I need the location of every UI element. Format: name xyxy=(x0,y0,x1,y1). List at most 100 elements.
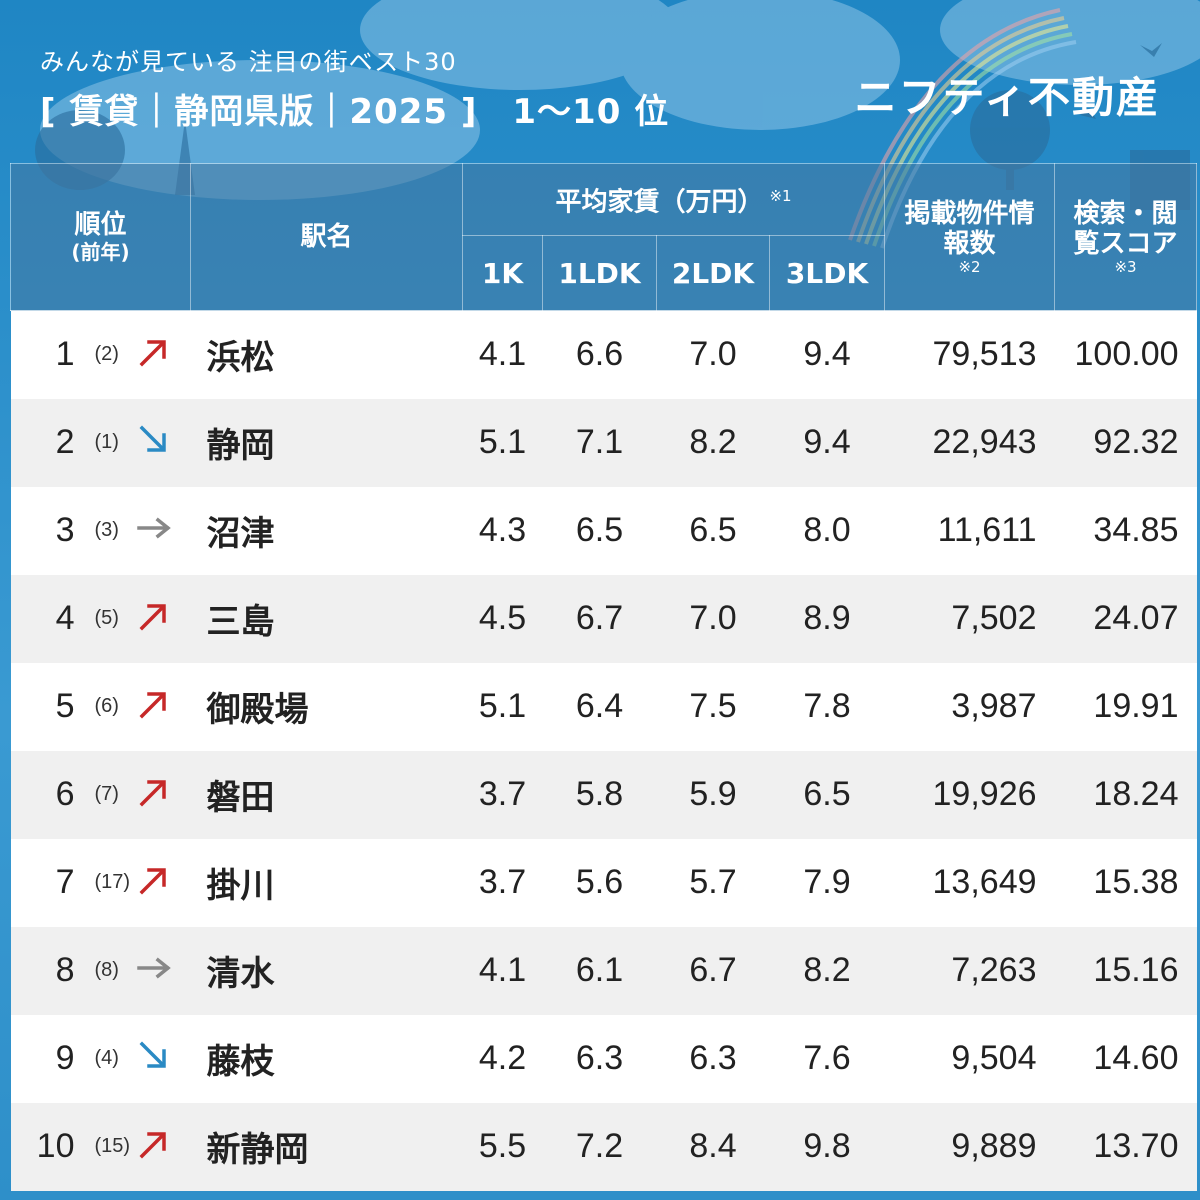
rent-1ldk-cell: 6.4 xyxy=(542,662,657,751)
header-rent-2ldk: 2LDK xyxy=(656,235,770,311)
station-name: 三島 xyxy=(190,574,463,663)
rent-1ldk-cell: 7.1 xyxy=(542,398,657,487)
rank-cell: 10 (15) xyxy=(10,1102,191,1191)
header-rent-note: ※1 xyxy=(769,187,792,206)
score-cell: 18.24 xyxy=(1054,750,1197,839)
listings-cell: 11,611 xyxy=(884,486,1055,575)
previous-rank: (3) xyxy=(94,518,119,541)
header-rank-label: 順位 xyxy=(74,210,127,240)
table-row: 3 (3) 沼津 4.3 6.5 6.5 8.0 11,611 34.85 xyxy=(10,486,1197,575)
trend-up-arrow-icon xyxy=(137,863,171,897)
brand-logo: ニフティ不動産 xyxy=(854,73,1160,122)
rent-1ldk-cell: 6.3 xyxy=(542,1014,657,1103)
header-rent-3ldk: 3LDK xyxy=(768,235,886,311)
header-rank-sub-label: (前年) xyxy=(71,240,130,264)
score-cell: 13.70 xyxy=(1054,1102,1197,1191)
rent-1k-cell: 5.5 xyxy=(462,1102,543,1191)
rent-3ldk-cell: 7.6 xyxy=(769,1014,885,1103)
rent-1k-cell: 5.1 xyxy=(462,662,543,751)
rent-3ldk-cell: 9.4 xyxy=(769,398,885,487)
rent-2ldk-cell: 8.4 xyxy=(656,1102,770,1191)
previous-rank: (17) xyxy=(94,870,131,893)
rent-1ldk-cell: 6.6 xyxy=(542,310,657,399)
rent-3ldk-cell: 8.9 xyxy=(769,574,885,663)
rent-3ldk-cell: 7.8 xyxy=(769,662,885,751)
rent-1ldk-cell: 6.1 xyxy=(542,926,657,1015)
header-listings: 掲載物件情報数 ※2 xyxy=(884,163,1056,311)
ranking-table: 順位 (前年) 駅名 平均家賃（万円） ※1 掲載物件情報数 ※2 検索・閲覧スコ… xyxy=(10,163,1198,1191)
header-rent-1k: 1K xyxy=(462,235,543,311)
rent-2ldk-cell: 6.7 xyxy=(656,926,770,1015)
previous-rank: (5) xyxy=(94,606,119,629)
station-name: 沼津 xyxy=(190,486,463,575)
rent-3ldk-cell: 9.4 xyxy=(769,310,885,399)
rent-1k-cell: 5.1 xyxy=(462,398,543,487)
trend-up-arrow-icon xyxy=(137,599,171,633)
rent-2ldk-cell: 7.0 xyxy=(656,310,770,399)
score-cell: 14.60 xyxy=(1054,1014,1197,1103)
header-listings-note: ※2 xyxy=(958,258,981,276)
table-row: 9 (4) 藤枝 4.2 6.3 6.3 7.6 9,504 14.60 xyxy=(10,1014,1197,1103)
previous-rank: (7) xyxy=(94,782,119,805)
header-station-label: 駅名 xyxy=(300,222,353,252)
score-cell: 24.07 xyxy=(1054,574,1197,663)
score-cell: 15.38 xyxy=(1054,838,1197,927)
rank-cell: 8 (8) xyxy=(10,926,191,1015)
trend-flat-arrow-icon xyxy=(136,951,171,985)
listings-cell: 13,649 xyxy=(884,838,1055,927)
header-listings-label: 掲載物件情報数 xyxy=(904,199,1035,259)
rent-3ldk-cell: 7.9 xyxy=(769,838,885,927)
listings-cell: 9,889 xyxy=(884,1102,1055,1191)
rent-3ldk-cell: 6.5 xyxy=(769,750,885,839)
table-body: 1 (2) 浜松 4.1 6.6 7.0 9.4 79,513 100.00 2 (1) 静岡 5.1 7… xyxy=(10,310,1197,1191)
score-cell: 92.32 xyxy=(1054,398,1197,487)
trend-down-arrow-icon xyxy=(137,1039,171,1073)
trend-flat-arrow-icon xyxy=(136,511,171,545)
rank-number: 5 xyxy=(55,686,75,725)
previous-rank: (6) xyxy=(94,694,119,717)
station-name: 藤枝 xyxy=(190,1014,463,1103)
listings-cell: 9,504 xyxy=(884,1014,1055,1103)
rent-2ldk-cell: 7.5 xyxy=(656,662,770,751)
station-name: 掛川 xyxy=(190,838,463,927)
rent-3ldk-cell: 9.8 xyxy=(769,1102,885,1191)
rank-number: 9 xyxy=(55,1038,75,1077)
header-subtitle: みんなが見ている 注目の街ベスト30 xyxy=(40,48,457,76)
rank-cell: 5 (6) xyxy=(10,662,191,751)
listings-cell: 7,263 xyxy=(884,926,1055,1015)
rank-number: 7 xyxy=(55,862,75,901)
previous-rank: (2) xyxy=(94,343,119,365)
table-row: 8 (8) 清水 4.1 6.1 6.7 8.2 7,263 15.16 xyxy=(10,926,1197,1015)
listings-cell: 7,502 xyxy=(884,574,1055,663)
rent-2ldk-cell: 5.9 xyxy=(656,750,770,839)
listings-cell: 19,926 xyxy=(884,750,1055,839)
rent-1ldk-cell: 5.6 xyxy=(542,838,657,927)
rank-number: 2 xyxy=(55,422,75,461)
previous-rank: (4) xyxy=(94,1046,119,1069)
listings-cell: 79,513 xyxy=(884,310,1055,399)
rank-cell: 2 (1) xyxy=(10,398,191,487)
ranking-table-container: 順位 (前年) 駅名 平均家賃（万円） ※1 掲載物件情報数 ※2 検索・閲覧スコ… xyxy=(10,163,1198,1193)
rent-1k-cell: 3.7 xyxy=(462,750,543,839)
rank-number: 10 xyxy=(36,1126,75,1165)
rent-3ldk-cell: 8.0 xyxy=(769,486,885,575)
previous-rank: (15) xyxy=(94,1134,131,1157)
header-score-label: 検索・閲覧スコア xyxy=(1073,199,1178,259)
rank-cell: 6 (7) xyxy=(10,750,191,839)
rent-1ldk-cell: 5.8 xyxy=(542,750,657,839)
station-name: 磐田 xyxy=(190,750,463,839)
rent-3ldk-cell: 8.2 xyxy=(769,926,885,1015)
station-name: 清水 xyxy=(190,926,463,1015)
station-name: 御殿場 xyxy=(190,662,463,751)
table-row: 5 (6) 御殿場 5.1 6.4 7.5 7.8 3,987 19.91 xyxy=(10,662,1197,751)
rank-number: 4 xyxy=(55,598,75,637)
rent-1k-cell: 4.3 xyxy=(462,486,543,575)
trend-up-arrow-icon xyxy=(137,775,171,809)
trend-down-arrow-icon xyxy=(137,423,171,457)
table-header: 順位 (前年) 駅名 平均家賃（万円） ※1 掲載物件情報数 ※2 検索・閲覧スコ… xyxy=(10,163,1198,311)
rent-1k-cell: 4.2 xyxy=(462,1014,543,1103)
station-name: 浜松 xyxy=(190,310,463,399)
header-rank: 順位 (前年) xyxy=(10,163,191,311)
trend-up-arrow-icon xyxy=(137,687,171,721)
rank-number: 6 xyxy=(55,774,75,813)
